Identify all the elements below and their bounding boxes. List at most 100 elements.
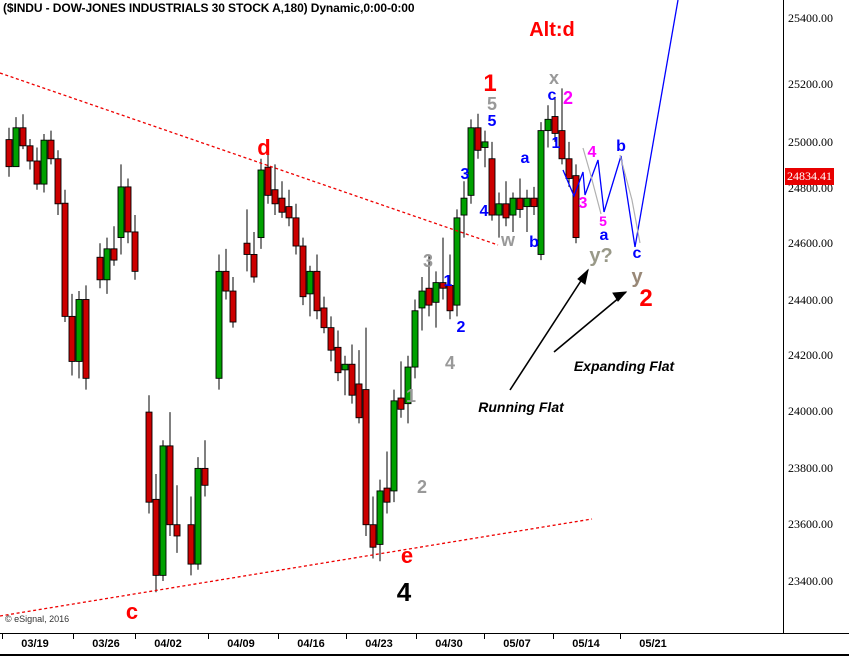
wave-label: 2	[416, 477, 428, 497]
price-tick: 23400.00	[788, 574, 833, 588]
candle-body	[194, 467, 202, 565]
price-tick: 25000.00	[788, 135, 833, 149]
date-tick-separator	[73, 634, 74, 639]
arrow-running-flat	[509, 268, 589, 391]
candle-body	[173, 524, 181, 537]
candle-body	[222, 270, 230, 292]
candle-body	[159, 445, 167, 576]
candle-body	[467, 127, 475, 196]
wave-label: a	[520, 150, 530, 167]
price-tick: 24000.00	[788, 404, 833, 418]
candle-body	[495, 203, 503, 216]
price-tick: 24600.00	[788, 236, 833, 250]
candle-body	[544, 118, 552, 132]
price-tick: 24400.00	[788, 293, 833, 307]
wave-label: 1	[551, 135, 561, 152]
pattern-annotation: Expanding Flat	[573, 358, 675, 374]
wave-label: 4	[396, 577, 412, 607]
date-tick: 05/14	[572, 638, 600, 650]
candle-body	[313, 270, 321, 312]
candle-body	[502, 203, 510, 219]
wave-label: 5	[486, 94, 498, 114]
candle-body	[516, 197, 524, 210]
price-axis[interactable]: 25400.00 25200.00 25000.00 24800.00 24600.00…	[783, 0, 849, 633]
candle-body	[404, 366, 412, 405]
chart-plot-area[interactable]: Alt:d 1 5 5 3 4 a w b x c 2 1 4 3 5 a b c y? y 2 3 1 2 4 1 2 d c e 4 Ex…	[0, 0, 783, 633]
candle-body	[320, 307, 328, 329]
trendline-lower	[0, 518, 593, 617]
candle-body	[243, 242, 251, 255]
candle-body	[257, 169, 265, 239]
candle-body	[278, 197, 286, 213]
candle-body	[229, 290, 237, 323]
wave-label: 5	[599, 213, 607, 229]
wave-label: 4	[479, 203, 489, 220]
candle-body	[432, 282, 440, 303]
wave-label: b	[616, 138, 626, 155]
date-tick: 03/26	[92, 638, 120, 650]
candle-body	[453, 217, 461, 306]
wave-label: e	[400, 543, 414, 568]
candle-body	[397, 397, 405, 410]
wave-label: b	[529, 234, 539, 251]
candle-body	[565, 158, 573, 179]
date-tick: 04/30	[435, 638, 463, 650]
candle-body	[82, 299, 90, 379]
candle-body	[152, 498, 160, 576]
candle-body	[369, 524, 377, 548]
trendline-upper	[0, 72, 499, 246]
candle-body	[390, 400, 398, 492]
price-tick: 23600.00	[788, 517, 833, 531]
wave-label: 1	[405, 386, 417, 406]
candle-body	[474, 127, 482, 151]
date-tick: 05/21	[639, 638, 667, 650]
candle-body	[537, 130, 545, 255]
candle-body	[26, 145, 34, 162]
wave-label: c	[125, 599, 139, 624]
candle-body	[96, 256, 104, 281]
candle-body	[327, 327, 335, 351]
candle-body	[131, 231, 139, 272]
projection-path-alternate	[582, 147, 641, 244]
candle-body	[103, 248, 111, 281]
candle-body	[383, 487, 391, 503]
price-tick: 25400.00	[788, 11, 833, 25]
wave-label: c	[547, 87, 557, 104]
date-tick-separator	[278, 634, 279, 639]
wave-label: y	[631, 266, 643, 288]
price-series-svg	[0, 0, 679, 617]
candle-body	[425, 287, 433, 306]
date-tick-separator	[135, 634, 136, 639]
wave-label: c	[632, 245, 642, 262]
candle-body	[558, 130, 566, 160]
date-tick: 04/23	[365, 638, 393, 650]
wave-label: 2	[562, 88, 574, 108]
candle-body	[12, 127, 20, 168]
date-tick: 04/09	[227, 638, 255, 650]
candle-body	[201, 467, 209, 486]
wave-label: 3	[578, 195, 588, 212]
wave-label: 4	[587, 144, 597, 161]
date-tick-separator	[620, 634, 621, 639]
wave-label: 4	[444, 353, 456, 373]
wave-label: x	[548, 68, 560, 88]
price-tick: 24200.00	[788, 348, 833, 362]
candle-body	[250, 254, 258, 278]
date-axis[interactable]: 03/19 03/26 04/02 04/09 04/16 04/23 04/30 05/07…	[0, 633, 849, 656]
copyright-notice: © eSignal, 2016	[5, 614, 70, 624]
candle-body	[40, 139, 48, 185]
candle-body	[306, 270, 314, 295]
candle-body	[61, 202, 69, 317]
date-tick-separator	[2, 634, 3, 639]
candle-body	[47, 139, 55, 160]
wave-label: d	[257, 135, 271, 160]
candle-body	[509, 197, 517, 216]
candle-body	[551, 116, 559, 134]
projection-path-primary	[562, 0, 679, 248]
candle-body	[299, 245, 307, 298]
candle-body	[481, 141, 489, 148]
date-tick: 03/19	[21, 638, 49, 650]
wave-label: 1	[443, 273, 453, 290]
candle-body	[355, 383, 363, 419]
